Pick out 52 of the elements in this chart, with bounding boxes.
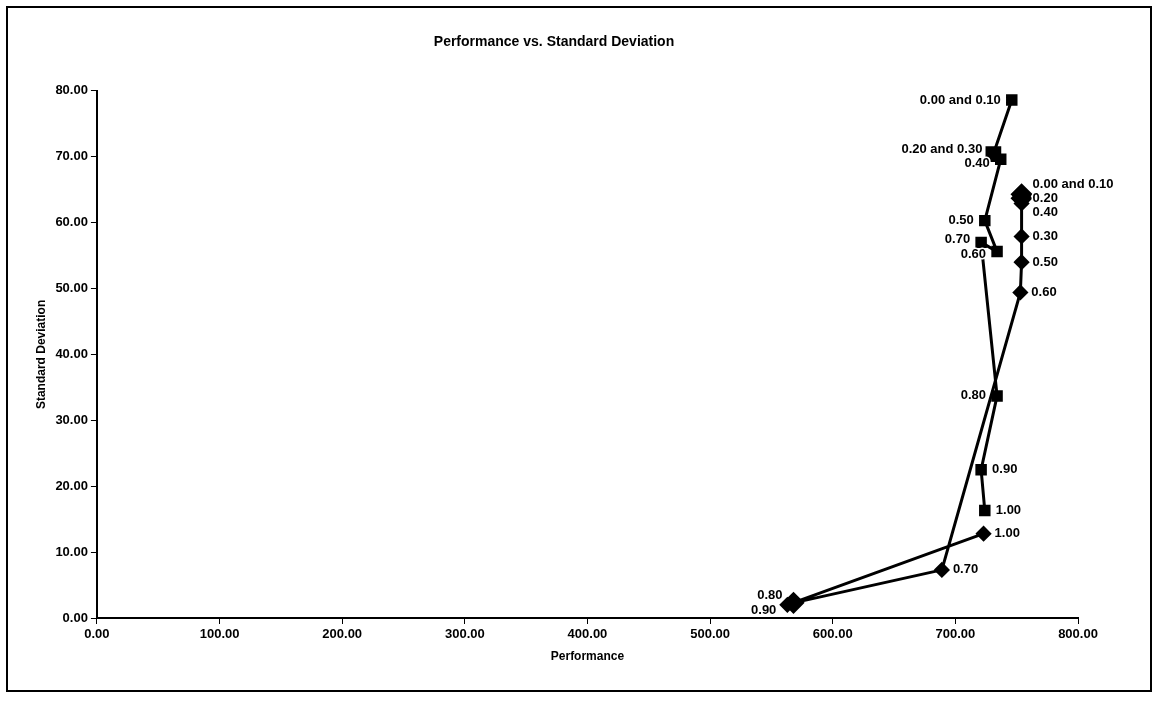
annotation: 0.90 [992,461,1018,477]
annotation: 0.20 and 0.30 [901,141,983,157]
point [1006,94,1018,106]
point [991,390,1003,402]
x-tick-label: 700.00 [935,626,976,642]
annotation: 0.30 [1032,228,1058,244]
x-axis-title: Performance [550,649,625,664]
annotation: 0.50 [948,212,974,228]
point [975,236,987,249]
y-tick-label: 20.00 [55,477,88,493]
annotation: 0.80 [960,387,987,403]
point [979,504,991,517]
annotation: 0.40 [1032,204,1058,220]
chart-title: Performance vs. Standard Deviation [433,33,675,50]
point [1014,228,1030,244]
point [976,526,992,542]
x-tick-label: 500.00 [690,626,730,642]
x-tick-label: 800.00 [1058,626,1098,642]
y-tick-label: 50.00 [55,280,88,296]
y-tick-label: 10.00 [55,543,88,559]
point [934,562,950,578]
x-tick-label: 200.00 [322,626,363,642]
y-tick-label: 0.00 [62,609,88,625]
annotation: 0.70 [944,231,971,247]
y-axis-title: Standard Deviation [33,299,48,410]
annotation: 0.80 [757,587,783,603]
y-tick-label: 80.00 [55,82,88,98]
point [1012,284,1028,300]
y-tick-label: 60.00 [55,214,88,230]
x-tick-label: 600.00 [812,626,853,642]
point [979,214,991,227]
annotation: 1.00 [995,502,1022,518]
annotation: 0.50 [1032,253,1058,269]
x-tick-label: 0.00 [84,626,110,642]
x-tick-label: 300.00 [444,626,485,642]
y-tick-label: 70.00 [55,148,88,164]
annotation: 0.40 [964,155,990,171]
y-tick-label: 40.00 [55,345,88,361]
annotation: 0.70 [952,561,979,577]
x-tick-label: 400.00 [567,626,608,642]
annotation: 1.00 [994,525,1020,541]
point [975,463,987,476]
point [1014,254,1030,270]
annotation: 0.00 and 0.10 [919,91,1001,107]
point [995,153,1007,166]
point [991,245,1003,258]
annotation: 0.90 [751,601,777,617]
annotation: 0.60 [1031,284,1057,300]
y-tick-label: 30.00 [55,411,88,427]
annotation: 0.00 and 0.10 [1032,176,1114,192]
annotation: 0.20 [1032,190,1058,206]
x-tick-label: 100.00 [199,626,240,642]
